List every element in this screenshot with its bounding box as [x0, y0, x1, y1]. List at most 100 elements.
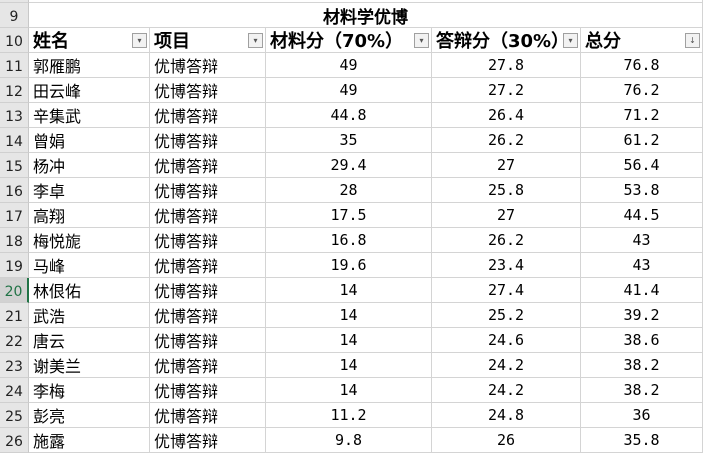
cell-defense[interactable]: 27.2: [432, 78, 581, 103]
row-header[interactable]: 24: [0, 378, 29, 403]
cell-defense[interactable]: 27: [432, 153, 581, 178]
cell-defense[interactable]: 27: [432, 203, 581, 228]
cell-project[interactable]: 优博答辩: [150, 303, 266, 328]
cell-project[interactable]: 优博答辩: [150, 328, 266, 353]
cell-project[interactable]: 优博答辩: [150, 403, 266, 428]
cell-defense[interactable]: 27.4: [432, 278, 581, 303]
cell-total[interactable]: 56.4: [581, 153, 703, 178]
row-header[interactable]: 13: [0, 103, 29, 128]
cell-project[interactable]: 优博答辩: [150, 428, 266, 453]
row-header[interactable]: 25: [0, 403, 29, 428]
cell-name[interactable]: 高翔: [29, 203, 150, 228]
cell-material[interactable]: 29.4: [266, 153, 432, 178]
cell-total[interactable]: 38.2: [581, 353, 703, 378]
cell-defense[interactable]: 24.8: [432, 403, 581, 428]
cell-material[interactable]: 28: [266, 178, 432, 203]
cell-total[interactable]: 61.2: [581, 128, 703, 153]
filter-dropdown-icon[interactable]: ▾: [563, 33, 578, 48]
cell-total[interactable]: 76.2: [581, 78, 703, 103]
cell-project[interactable]: 优博答辩: [150, 53, 266, 78]
cell-name[interactable]: 林佷佑: [29, 278, 150, 303]
cell-project[interactable]: 优博答辩: [150, 178, 266, 203]
cell-defense[interactable]: 25.8: [432, 178, 581, 203]
cell-defense[interactable]: 26.4: [432, 103, 581, 128]
cell-material[interactable]: 17.5: [266, 203, 432, 228]
cell-project[interactable]: 优博答辩: [150, 278, 266, 303]
cell-total[interactable]: 38.6: [581, 328, 703, 353]
cell-name[interactable]: 辛集武: [29, 103, 150, 128]
cell-name[interactable]: 郭雁鹏: [29, 53, 150, 78]
cell-total[interactable]: 39.2: [581, 303, 703, 328]
row-header[interactable]: 19: [0, 253, 29, 278]
column-header-cell[interactable]: 姓名: [29, 28, 150, 53]
row-header[interactable]: 11: [0, 53, 29, 78]
cell-material[interactable]: 14: [266, 353, 432, 378]
cell-material[interactable]: 11.2: [266, 403, 432, 428]
cell-project[interactable]: 优博答辩: [150, 78, 266, 103]
row-header[interactable]: 16: [0, 178, 29, 203]
cell-material[interactable]: 14: [266, 278, 432, 303]
cell-name[interactable]: 武浩: [29, 303, 150, 328]
column-header-cell[interactable]: 材料分（70%）: [266, 28, 432, 53]
cell-defense[interactable]: 24.2: [432, 378, 581, 403]
cell-total[interactable]: 53.8: [581, 178, 703, 203]
cell-material[interactable]: 49: [266, 78, 432, 103]
cell-project[interactable]: 优博答辩: [150, 103, 266, 128]
cell-total[interactable]: 43: [581, 228, 703, 253]
column-header-cell[interactable]: 答辩分（30%）: [432, 28, 581, 53]
cell-defense[interactable]: 26: [432, 428, 581, 453]
cell-total[interactable]: 76.8: [581, 53, 703, 78]
cell-total[interactable]: 44.5: [581, 203, 703, 228]
filter-dropdown-icon[interactable]: ▾: [248, 33, 263, 48]
row-header[interactable]: 10: [0, 28, 29, 53]
cell-name[interactable]: 梅悦旎: [29, 228, 150, 253]
cell-project[interactable]: 优博答辩: [150, 253, 266, 278]
cell-name[interactable]: 李卓: [29, 178, 150, 203]
filter-dropdown-icon[interactable]: ▾: [414, 33, 429, 48]
row-header[interactable]: 22: [0, 328, 29, 353]
cell-project[interactable]: 优博答辩: [150, 228, 266, 253]
cell-material[interactable]: 9.8: [266, 428, 432, 453]
cell-material[interactable]: 44.8: [266, 103, 432, 128]
cell-project[interactable]: 优博答辩: [150, 153, 266, 178]
cell-defense[interactable]: 26.2: [432, 128, 581, 153]
cell-material[interactable]: 35: [266, 128, 432, 153]
row-header[interactable]: 17: [0, 203, 29, 228]
cell-material[interactable]: 14: [266, 328, 432, 353]
cell-name[interactable]: 马峰: [29, 253, 150, 278]
row-header[interactable]: 9: [0, 3, 29, 28]
sheet-title-cell[interactable]: 材料学优博: [29, 3, 703, 28]
cell-total[interactable]: 43: [581, 253, 703, 278]
column-header-cell[interactable]: 项目: [150, 28, 266, 53]
cell-project[interactable]: 优博答辩: [150, 353, 266, 378]
cell-name[interactable]: 谢美兰: [29, 353, 150, 378]
cell-material[interactable]: 14: [266, 303, 432, 328]
cell-material[interactable]: 49: [266, 53, 432, 78]
cell-name[interactable]: 杨冲: [29, 153, 150, 178]
cell-material[interactable]: 19.6: [266, 253, 432, 278]
row-header[interactable]: 15: [0, 153, 29, 178]
cell-total[interactable]: 71.2: [581, 103, 703, 128]
row-header[interactable]: 18: [0, 228, 29, 253]
cell-defense[interactable]: 27.8: [432, 53, 581, 78]
cell-total[interactable]: 41.4: [581, 278, 703, 303]
cell-name[interactable]: 曾娟: [29, 128, 150, 153]
cell-name[interactable]: 田云峰: [29, 78, 150, 103]
cell-project[interactable]: 优博答辩: [150, 128, 266, 153]
row-header[interactable]: 26: [0, 428, 29, 453]
row-header[interactable]: 20: [0, 278, 29, 303]
cell-name[interactable]: 施露: [29, 428, 150, 453]
row-header[interactable]: 12: [0, 78, 29, 103]
sort-descending-icon[interactable]: ↓: [685, 33, 700, 48]
filter-dropdown-icon[interactable]: ▾: [132, 33, 147, 48]
cell-defense[interactable]: 24.6: [432, 328, 581, 353]
cell-total[interactable]: 35.8: [581, 428, 703, 453]
cell-defense[interactable]: 25.2: [432, 303, 581, 328]
cell-name[interactable]: 彭亮: [29, 403, 150, 428]
row-header[interactable]: 14: [0, 128, 29, 153]
row-header[interactable]: 23: [0, 353, 29, 378]
cell-project[interactable]: 优博答辩: [150, 378, 266, 403]
cell-defense[interactable]: 26.2: [432, 228, 581, 253]
cell-name[interactable]: 唐云: [29, 328, 150, 353]
cell-defense[interactable]: 23.4: [432, 253, 581, 278]
